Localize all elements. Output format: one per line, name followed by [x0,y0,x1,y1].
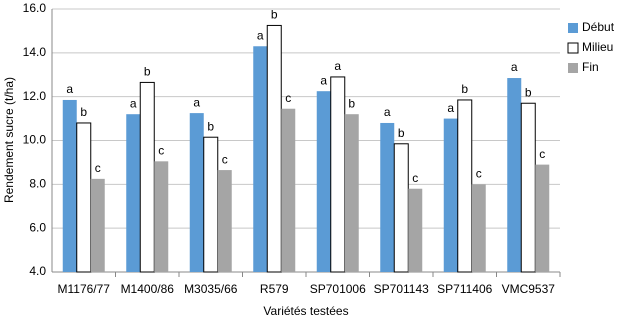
significance-letter: b [525,85,532,99]
significance-letter: a [320,73,327,87]
x-tick-label: SP701143 [374,282,429,296]
legend-label: Fin [582,60,599,74]
significance-letter: b [80,105,87,119]
bar [266,24,282,273]
bar [154,161,169,272]
bar [76,122,92,273]
x-tick-label: SP701006 [310,282,366,296]
y-tick-label: 8.0 [29,177,46,191]
significance-letter: b [461,82,468,96]
y-tick-label: 16.0 [23,1,47,15]
significance-letter: c [476,167,482,181]
significance-letter: a [334,59,341,73]
y-tick-label: 10.0 [23,133,47,147]
significance-letter: a [447,101,454,115]
x-tick-label: VMC9537 [502,282,556,296]
significance-letter: b [398,126,405,140]
legend-swatch [567,42,579,54]
significance-letter: b [271,8,278,22]
legend-swatch [568,23,578,33]
x-tick-label: M3035/66 [184,282,238,296]
significance-letter: b [144,65,151,79]
significance-letter: c [412,171,418,185]
bar [203,136,219,273]
bar [90,178,105,272]
bar [393,143,409,273]
bar [217,170,232,272]
significance-letter: a [511,60,518,74]
bar [443,118,458,272]
x-tick-label: SP711406 [437,282,492,296]
bar [535,164,550,272]
bar [471,184,486,272]
significance-letter: a [130,96,137,110]
x-axis-label: Variétés testées [263,304,348,318]
bar [139,81,155,273]
significance-letter: c [539,147,545,161]
y-tick-label: 12.0 [23,89,47,103]
x-tick-label: M1400/86 [121,282,175,296]
significance-letter: c [158,143,164,157]
legend-label: Milieu [582,40,613,54]
significance-letter: a [66,82,73,96]
significance-letter: c [285,91,291,105]
significance-letter: c [95,161,101,175]
significance-letter: c [222,152,228,166]
bar [344,114,359,272]
y-tick-label: 4.0 [29,264,46,278]
significance-letter: b [207,119,214,133]
significance-letter: b [348,96,355,110]
bar [253,46,268,273]
bar [507,78,522,272]
bar [189,113,204,273]
significance-letter: a [193,95,200,109]
bar [520,102,536,273]
x-tick-label: M1176/77 [58,282,111,296]
x-tick-label: R579 [260,282,289,296]
bar [408,188,423,272]
y-axis-label: Rendement sucre (t/ha) [2,77,16,203]
bar [316,91,331,272]
bar [126,114,141,272]
legend-label: Début [582,20,615,34]
legend-swatch [568,63,578,73]
bar [457,99,473,273]
y-tick-label: 14.0 [23,45,47,59]
bar [62,99,77,273]
bar [330,76,346,273]
bar [281,108,296,273]
significance-letter: a [384,105,391,119]
y-tick-label: 6.0 [29,220,46,234]
significance-letter: a [257,28,264,42]
bar [380,122,395,272]
